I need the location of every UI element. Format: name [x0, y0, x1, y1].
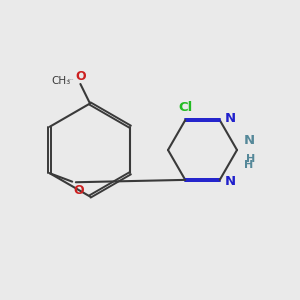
Text: H: H	[244, 160, 253, 170]
Text: N: N	[224, 112, 236, 125]
Text: Cl: Cl	[178, 100, 192, 113]
Text: H: H	[246, 154, 255, 164]
Text: O: O	[73, 184, 84, 197]
Text: N: N	[244, 134, 255, 147]
Text: methoxy: methoxy	[68, 79, 74, 80]
Text: N: N	[224, 175, 236, 188]
Text: CH₃: CH₃	[52, 76, 71, 86]
Text: O: O	[76, 70, 86, 83]
